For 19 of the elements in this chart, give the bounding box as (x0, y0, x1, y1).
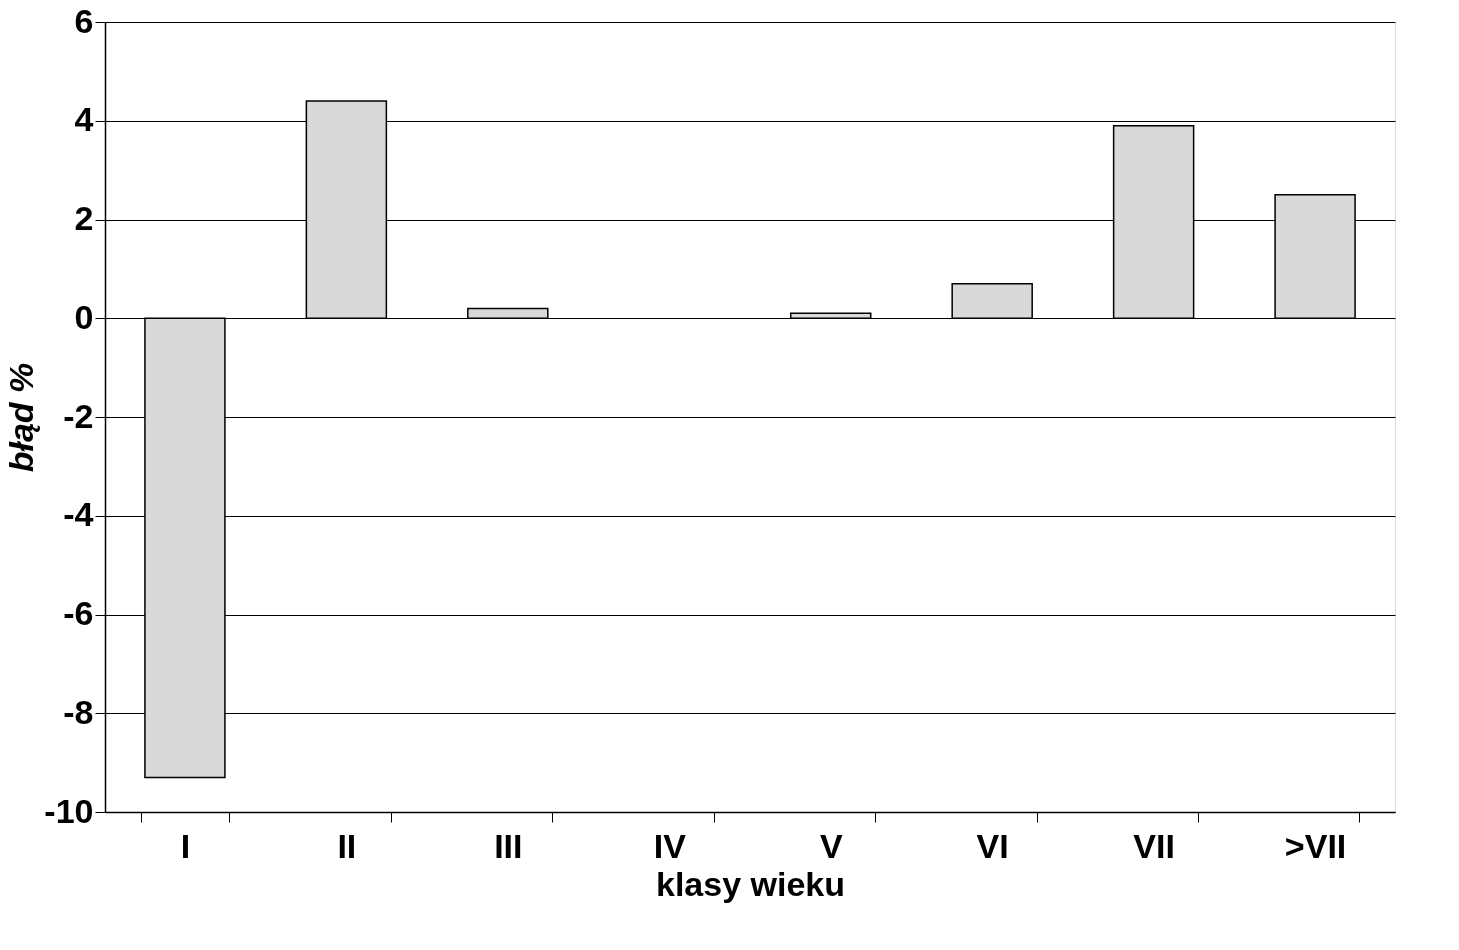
x-tick-label: VII (1133, 826, 1175, 865)
x-tick-label: >VII (1284, 826, 1347, 865)
x-tick-label: II (337, 826, 357, 865)
y-tick-label: -2 (63, 396, 94, 435)
y-tick-label: -8 (63, 692, 94, 731)
y-axis-title: błąd % (2, 362, 41, 473)
y-tick-label: 0 (74, 297, 94, 336)
y-tick-label: 2 (74, 199, 94, 237)
x-tick-label: III (494, 826, 523, 865)
y-tick-label: -6 (63, 594, 94, 632)
x-tick-label: IV (653, 826, 687, 865)
y-tick-label: 4 (74, 100, 94, 139)
x-tick-label: I (180, 826, 191, 865)
x-tick-label: VI (976, 826, 1009, 865)
y-tick-label: -4 (63, 495, 94, 534)
y-tick-label: -10 (44, 791, 94, 830)
x-tick-label: V (819, 826, 843, 865)
x-axis-title: klasy wieku (655, 864, 846, 903)
y-tick-label: 6 (74, 1, 94, 40)
